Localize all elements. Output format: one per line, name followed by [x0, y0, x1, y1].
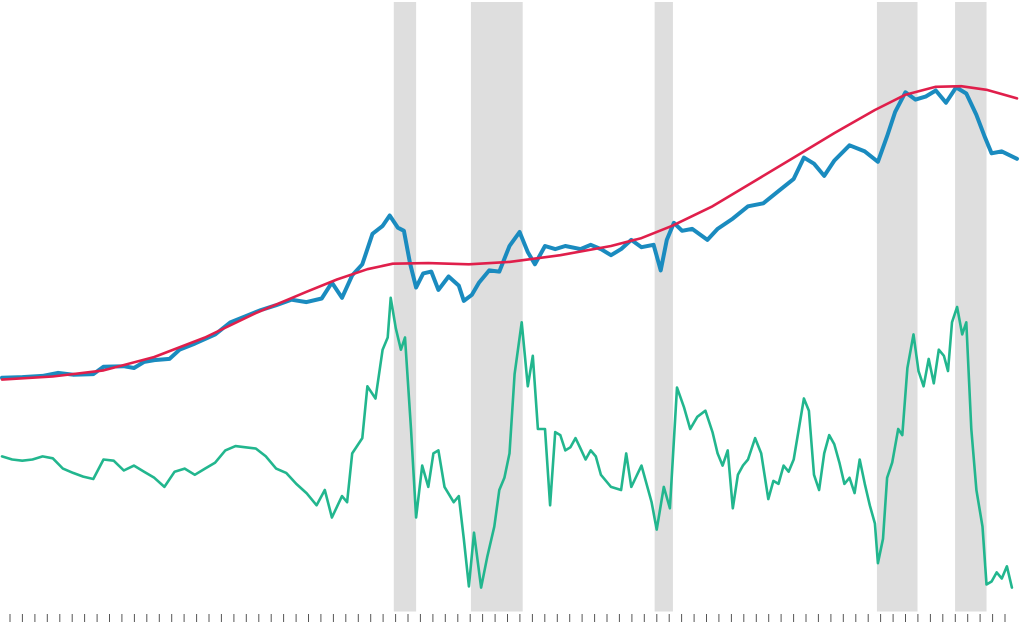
shaded-band-2: [654, 2, 673, 612]
shaded-band-0: [393, 2, 417, 612]
series-lines: [0, 84, 1019, 589]
series-line-2: [0, 296, 1014, 589]
x-axis: [2, 611, 1017, 622]
shaded-band-1: [470, 2, 523, 612]
series-line-0: [0, 85, 1019, 380]
shaded-bands: [393, 2, 987, 612]
series-line-1: [0, 84, 1019, 381]
